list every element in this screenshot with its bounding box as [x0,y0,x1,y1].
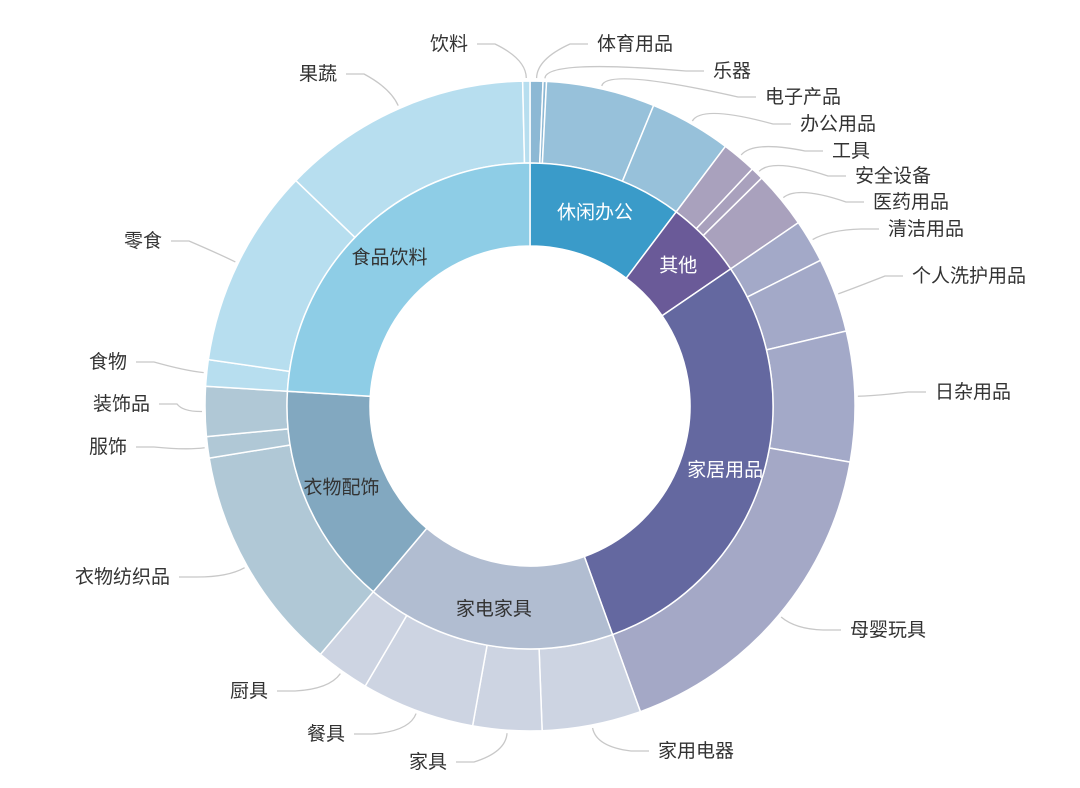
outer-label: 厨具 [230,680,268,702]
outer-label: 服饰 [89,436,127,458]
leader-line-服饰 [136,446,205,450]
inner-label: 其他 [659,254,697,276]
outer-label: 工具 [832,140,870,162]
leader-line-工具 [740,145,823,156]
outer-label: 装饰品 [93,393,150,415]
outer-label: 衣物纺织品 [75,566,170,588]
leader-line-清洁用品 [812,228,879,241]
inner-segment-家居用品[interactable] [583,267,774,636]
leader-line-医药用品 [782,191,864,203]
outer-segment-日杂用品[interactable] [765,330,856,464]
outer-label: 个人洗护用品 [912,265,1026,287]
leader-line-饮料 [477,43,527,79]
leader-line-日杂用品 [857,391,926,397]
leader-line-体育用品 [535,43,588,79]
outer-label: 食物 [89,351,127,373]
leader-line-家用电器 [591,727,649,752]
inner-label: 家居用品 [687,459,763,481]
outer-label: 餐具 [307,723,345,745]
outer-label: 日杂用品 [935,381,1011,403]
leader-line-家具 [456,733,508,763]
leader-line-零食 [171,240,236,263]
outer-label: 体育用品 [597,33,673,55]
outer-label: 电子产品 [765,86,841,108]
outer-label: 医药用品 [873,191,949,213]
leader-line-电子产品 [601,78,756,98]
inner-label: 食品饮料 [352,247,428,269]
outer-label: 家用电器 [658,740,734,762]
leader-line-果蔬 [346,73,399,106]
outer-label: 家具 [409,751,447,773]
leader-line-乐器 [544,65,704,79]
outer-label: 安全设备 [855,165,931,187]
inner-label: 休闲办公 [557,202,633,224]
leader-line-厨具 [277,673,341,692]
outer-segment-装饰品[interactable] [204,385,289,438]
leader-line-衣物纺织品 [179,567,245,578]
inner-segment-食品饮料[interactable] [286,162,531,398]
leader-line-安全设备 [758,164,846,177]
inner-label: 家电家具 [456,598,532,620]
outer-segment-饮料[interactable] [521,80,531,164]
inner-label: 衣物配饰 [304,477,380,499]
leader-line-母婴玩具 [780,616,841,631]
outer-label: 果蔬 [299,63,337,85]
leader-line-食物 [136,361,204,374]
leader-line-个人洗护用品 [838,275,903,295]
leader-line-办公用品 [691,112,791,125]
outer-label: 办公用品 [800,113,876,135]
outer-label: 乐器 [713,60,751,82]
outer-label: 母婴玩具 [850,619,926,641]
leader-line-装饰品 [159,403,203,413]
outer-label: 零食 [124,230,162,252]
outer-label: 清洁用品 [888,218,964,240]
outer-label: 饮料 [430,33,468,55]
leader-line-餐具 [354,713,417,735]
